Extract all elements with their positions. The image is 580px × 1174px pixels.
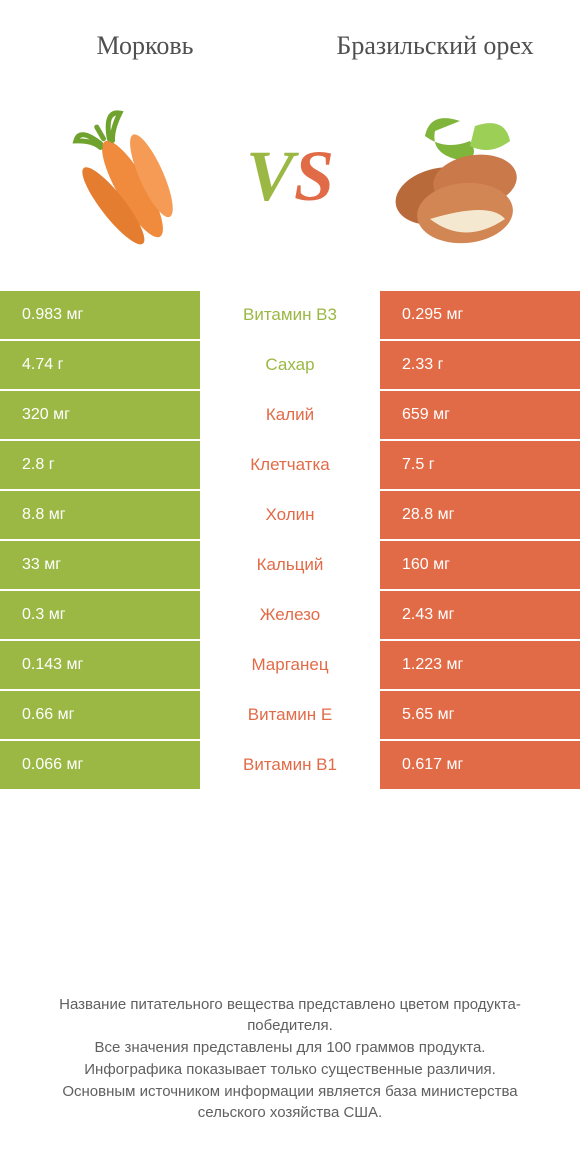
value-right: 1.223 мг [380,641,580,689]
nutrient-label: Холин [200,491,380,539]
value-right: 28.8 мг [380,491,580,539]
footer-notes: Название питательного вещества представл… [0,994,580,1125]
table-row: 33 мгКальций160 мг [0,541,580,591]
value-right: 7.5 г [380,441,580,489]
nutrient-label: Витамин B3 [200,291,380,339]
nutrient-label: Витамин B1 [200,741,380,789]
table-row: 0.66 мгВитамин E5.65 мг [0,691,580,741]
table-row: 0.143 мгМарганец1.223 мг [0,641,580,691]
nutrient-label: Железо [200,591,380,639]
footer-line: Все значения представлены для 100 граммо… [30,1037,550,1059]
vs-label: VS [246,135,334,218]
value-left: 2.8 г [0,441,200,489]
table-row: 2.8 гКлетчатка7.5 г [0,441,580,491]
value-left: 0.066 мг [0,741,200,789]
nutrient-label: Сахар [200,341,380,389]
brazil-nut-image [370,101,540,251]
nutrient-label: Кальций [200,541,380,589]
value-right: 0.617 мг [380,741,580,789]
nutrient-label: Витамин E [200,691,380,739]
value-left: 0.66 мг [0,691,200,739]
hero-row: VS [0,71,580,291]
carrot-image [40,101,210,251]
value-right: 160 мг [380,541,580,589]
nutrient-label: Марганец [200,641,380,689]
value-left: 8.8 мг [0,491,200,539]
nutrient-label: Клетчатка [200,441,380,489]
title-right: Бразильский орех [310,30,560,61]
title-left: Морковь [20,30,270,61]
value-left: 33 мг [0,541,200,589]
table-row: 320 мгКалий659 мг [0,391,580,441]
footer-line: Название питательного вещества представл… [30,994,550,1038]
footer-line: Инфографика показывает только существенн… [30,1059,550,1081]
value-left: 4.74 г [0,341,200,389]
comparison-table: 0.983 мгВитамин B30.295 мг4.74 гСахар2.3… [0,291,580,791]
table-row: 8.8 мгХолин28.8 мг [0,491,580,541]
value-right: 0.295 мг [380,291,580,339]
value-right: 2.43 мг [380,591,580,639]
value-left: 0.983 мг [0,291,200,339]
value-left: 0.143 мг [0,641,200,689]
value-right: 5.65 мг [380,691,580,739]
value-left: 320 мг [0,391,200,439]
table-row: 0.983 мгВитамин B30.295 мг [0,291,580,341]
table-row: 4.74 гСахар2.33 г [0,341,580,391]
nutrient-label: Калий [200,391,380,439]
value-left: 0.3 мг [0,591,200,639]
footer-line: Основным источником информации является … [30,1081,550,1125]
value-right: 2.33 г [380,341,580,389]
value-right: 659 мг [380,391,580,439]
table-row: 0.3 мгЖелезо2.43 мг [0,591,580,641]
header: Морковь Бразильский орех [0,0,580,71]
table-row: 0.066 мгВитамин B10.617 мг [0,741,580,791]
